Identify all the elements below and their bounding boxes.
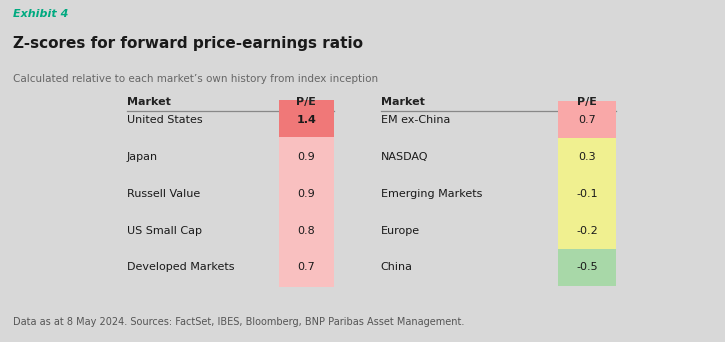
Text: Exhibit 4: Exhibit 4 — [13, 9, 68, 18]
Text: 0.7: 0.7 — [297, 262, 315, 273]
Text: United States: United States — [127, 115, 202, 125]
Text: Data as at 8 May 2024. Sources: FactSet, IBES, Bloomberg, BNP Paribas Asset Mana: Data as at 8 May 2024. Sources: FactSet,… — [13, 317, 465, 327]
Text: Calculated relative to each market’s own history from index inception: Calculated relative to each market’s own… — [13, 74, 378, 83]
Text: 0.3: 0.3 — [579, 152, 596, 162]
Text: 0.9: 0.9 — [297, 152, 315, 162]
Text: China: China — [381, 262, 413, 273]
Text: 0.8: 0.8 — [297, 225, 315, 236]
Text: 0.9: 0.9 — [297, 188, 315, 199]
Text: Developed Markets: Developed Markets — [127, 262, 234, 273]
Text: -0.2: -0.2 — [576, 225, 598, 236]
Text: Z-scores for forward price-earnings ratio: Z-scores for forward price-earnings rati… — [13, 36, 363, 51]
Text: EM ex-China: EM ex-China — [381, 115, 450, 125]
Text: Japan: Japan — [127, 152, 158, 162]
Text: Europe: Europe — [381, 225, 420, 236]
Text: 1.4: 1.4 — [297, 115, 316, 125]
Text: Russell Value: Russell Value — [127, 188, 200, 199]
Text: -0.1: -0.1 — [576, 188, 598, 199]
Text: US Small Cap: US Small Cap — [127, 225, 202, 236]
Text: Market: Market — [381, 97, 425, 107]
Text: 0.7: 0.7 — [579, 115, 596, 125]
Text: P/E: P/E — [577, 97, 597, 107]
Text: P/E: P/E — [297, 97, 316, 107]
Text: -0.5: -0.5 — [576, 262, 598, 273]
Text: NASDAQ: NASDAQ — [381, 152, 428, 162]
Text: Market: Market — [127, 97, 171, 107]
Text: Emerging Markets: Emerging Markets — [381, 188, 482, 199]
